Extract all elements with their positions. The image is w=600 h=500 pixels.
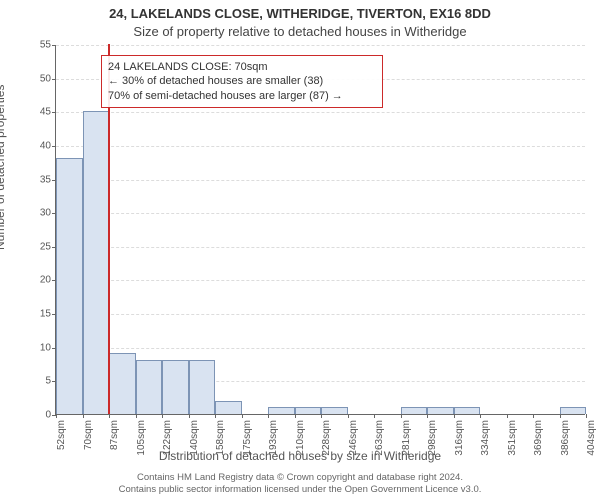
footer-line1: Contains HM Land Registry data © Crown c…: [0, 472, 600, 484]
xtick-mark: [162, 414, 163, 418]
histogram-bar: [427, 407, 454, 414]
histogram-bar: [136, 360, 163, 414]
annotation-callout: 24 LAKELANDS CLOSE: 70sqm ← 30% of detac…: [101, 55, 383, 108]
ytick-label: 45: [40, 107, 51, 118]
ytick-label: 35: [40, 174, 51, 185]
ytick-label: 55: [40, 40, 51, 51]
ytick-label: 50: [40, 73, 51, 84]
histogram-bar: [295, 407, 322, 414]
xtick-mark: [560, 414, 561, 418]
xtick-mark: [374, 414, 375, 418]
xtick-label: 70sqm: [83, 420, 94, 450]
xtick-mark: [507, 414, 508, 418]
histogram-bar: [162, 360, 189, 414]
histogram-bar: [401, 407, 428, 414]
histogram-bar: [321, 407, 348, 414]
xtick-mark: [533, 414, 534, 418]
xtick-mark: [348, 414, 349, 418]
plot-area: 051015202530354045505552sqm70sqm87sqm105…: [55, 45, 585, 415]
xtick-mark: [321, 414, 322, 418]
ytick-label: 25: [40, 241, 51, 252]
gridline-h: [56, 45, 585, 46]
xtick-mark: [401, 414, 402, 418]
xtick-mark: [586, 414, 587, 418]
histogram-bar: [189, 360, 216, 414]
xtick-mark: [189, 414, 190, 418]
gridline-h: [56, 314, 585, 315]
ytick-mark: [52, 146, 56, 147]
histogram-bar: [56, 158, 83, 414]
histogram-bar: [560, 407, 587, 414]
histogram-bar: [454, 407, 481, 414]
annotation-line1: 24 LAKELANDS CLOSE: 70sqm: [108, 60, 376, 74]
histogram-bar: [268, 407, 295, 414]
chart-footer: Contains HM Land Registry data © Crown c…: [0, 472, 600, 496]
gridline-h: [56, 213, 585, 214]
gridline-h: [56, 112, 585, 113]
annotation-line3: 70% of semi-detached houses are larger (…: [108, 89, 376, 103]
ytick-label: 5: [45, 376, 51, 387]
y-axis-label: Number of detached properties: [0, 85, 7, 250]
xtick-label: 52sqm: [56, 420, 67, 450]
ytick-label: 20: [40, 275, 51, 286]
xtick-mark: [56, 414, 57, 418]
x-axis-label: Distribution of detached houses by size …: [0, 449, 600, 463]
xtick-mark: [295, 414, 296, 418]
ytick-label: 15: [40, 309, 51, 320]
ytick-label: 0: [45, 410, 51, 421]
ytick-label: 30: [40, 208, 51, 219]
xtick-label: 87sqm: [109, 420, 120, 450]
xtick-mark: [480, 414, 481, 418]
xtick-mark: [109, 414, 110, 418]
gridline-h: [56, 146, 585, 147]
xtick-mark: [454, 414, 455, 418]
gridline-h: [56, 180, 585, 181]
chart-title-address: 24, LAKELANDS CLOSE, WITHERIDGE, TIVERTO…: [0, 6, 600, 21]
gridline-h: [56, 247, 585, 248]
ytick-mark: [52, 79, 56, 80]
ytick-label: 40: [40, 140, 51, 151]
gridline-h: [56, 280, 585, 281]
xtick-mark: [427, 414, 428, 418]
ytick-mark: [52, 112, 56, 113]
xtick-mark: [242, 414, 243, 418]
gridline-h: [56, 348, 585, 349]
xtick-mark: [136, 414, 137, 418]
histogram-bar: [83, 111, 110, 414]
histogram-bar: [215, 401, 242, 414]
footer-line2: Contains public sector information licen…: [0, 484, 600, 496]
xtick-mark: [268, 414, 269, 418]
xtick-mark: [215, 414, 216, 418]
xtick-mark: [83, 414, 84, 418]
chart-subtitle: Size of property relative to detached ho…: [0, 24, 600, 39]
ytick-label: 10: [40, 342, 51, 353]
ytick-mark: [52, 45, 56, 46]
histogram-bar: [109, 353, 136, 414]
annotation-line2: ← 30% of detached houses are smaller (38…: [108, 74, 376, 88]
